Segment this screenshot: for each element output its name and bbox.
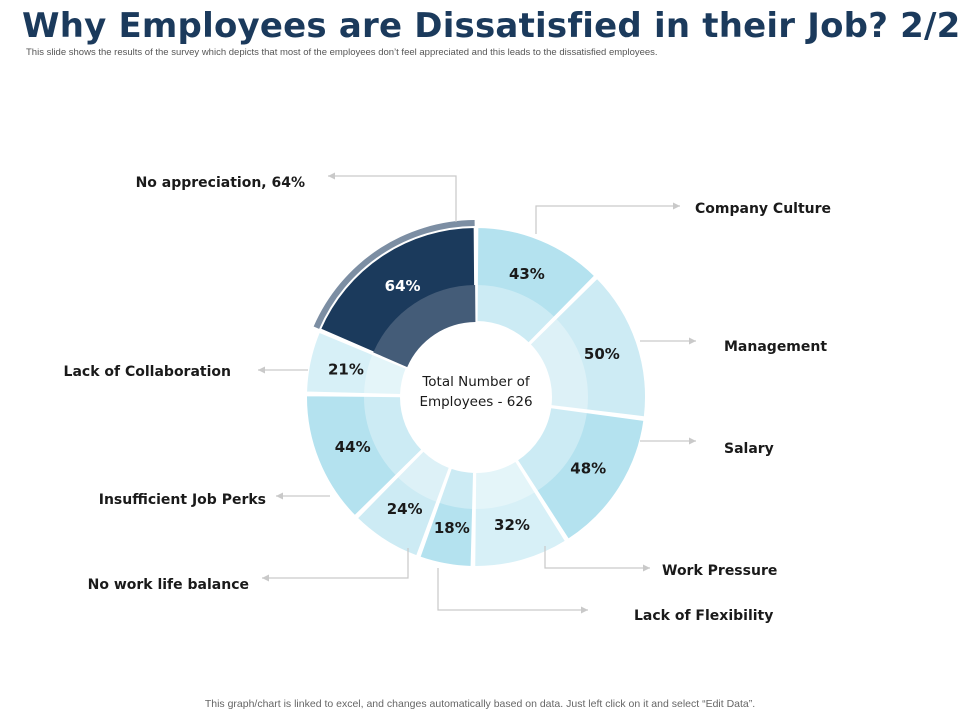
segment-salary-inner — [516, 407, 587, 492]
segment-work-pressure[interactable] — [473, 459, 568, 568]
center-label-line-2: Employees - 626 — [419, 394, 532, 410]
segment-no-work-life-balance[interactable] — [355, 449, 452, 558]
category-label-no-work-life-balance: No work life balance — [88, 577, 249, 593]
callout-line-company-culture — [535, 205, 680, 234]
arrowhead-icon — [328, 172, 335, 180]
data-label-management: 50% — [584, 345, 620, 363]
callout-lines — [258, 172, 696, 614]
segment-no-appreciation-shadow — [313, 220, 475, 331]
page-title: Why Employees are Dissatisfied in their … — [22, 6, 960, 46]
donut-segments — [305, 220, 647, 568]
arrowhead-icon — [581, 606, 588, 614]
segment-lack-of-flexibility-inner — [438, 467, 475, 509]
callout-line-lack-of-flexibility — [437, 568, 588, 611]
segment-management[interactable] — [528, 276, 647, 419]
category-label-lack-of-flexibility: Lack of Flexibility — [634, 608, 773, 624]
data-label-work-pressure: 32% — [494, 516, 530, 534]
callout-line-work-pressure — [544, 546, 650, 569]
arrowhead-icon — [673, 202, 680, 210]
category-label-salary: Salary — [724, 441, 774, 457]
segment-insufficient-job-perks-inner — [364, 395, 423, 476]
arrowhead-icon — [643, 564, 650, 572]
category-label-insufficient-job-perks: Insufficient Job Perks — [99, 492, 266, 508]
footer-note: This graph/chart is linked to excel, and… — [204, 698, 756, 710]
category-label-work-pressure: Work Pressure — [662, 563, 777, 579]
labels: 43% 50% 48% 32% 18% 24% 44% 21% 64% Company Cultu… — [64, 175, 831, 624]
segment-salary[interactable] — [515, 406, 646, 542]
category-label-lack-of-collaboration: Lack of Collaboration — [64, 364, 231, 380]
data-label-salary: 48% — [570, 459, 606, 477]
page-subtitle: This slide shows the results of the surv… — [26, 47, 658, 58]
callout-line-no-appreciation — [328, 175, 457, 222]
data-label-lack-of-flexibility: 18% — [434, 519, 470, 537]
data-label-insufficient-job-perks: 44% — [335, 438, 371, 456]
category-label-company-culture: Company Culture — [695, 201, 831, 217]
data-label-no-work-life-balance: 24% — [387, 500, 423, 518]
arrowhead-icon — [258, 366, 265, 374]
arrowhead-icon — [262, 574, 269, 582]
segment-company-culture-inner — [476, 285, 555, 344]
arrowhead-icon — [276, 492, 283, 500]
segment-lack-of-collaboration[interactable] — [305, 330, 409, 397]
arrowhead-icon — [689, 337, 696, 345]
data-label-lack-of-collaboration: 21% — [328, 360, 364, 378]
segment-no-work-life-balance-inner — [397, 450, 450, 503]
data-label-company-culture: 43% — [509, 265, 545, 283]
segment-company-culture[interactable] — [475, 225, 597, 345]
segment-insufficient-job-perks[interactable] — [305, 394, 424, 518]
segment-no-appreciation-inner — [373, 285, 476, 368]
segment-work-pressure-inner — [474, 460, 536, 509]
category-label-no-appreciation: No appreciation, 64% — [136, 175, 305, 191]
segment-lack-of-flexibility[interactable] — [418, 466, 476, 568]
category-label-management: Management — [724, 339, 827, 355]
data-label-no-appreciation: 64% — [385, 277, 421, 295]
arrowhead-icon — [689, 437, 696, 445]
segment-lack-of-collaboration-inner — [364, 354, 407, 396]
segment-management-inner — [529, 318, 588, 411]
callout-line-no-work-life-balance — [262, 548, 409, 579]
center-label-line-1: Total Number of — [421, 374, 531, 390]
